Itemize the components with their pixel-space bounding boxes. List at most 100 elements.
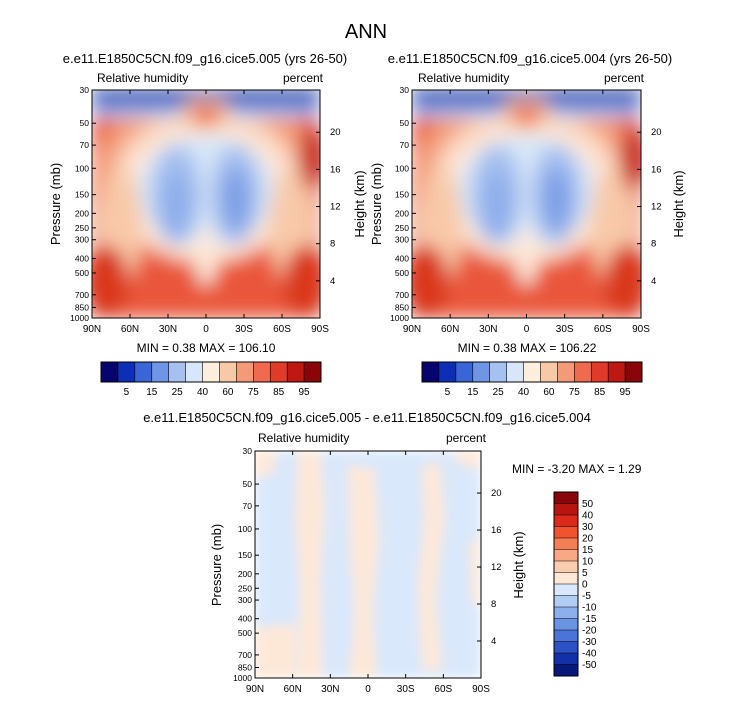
height-tick-label: 4 — [330, 276, 335, 287]
x-tick-label: 30S — [235, 324, 253, 335]
pressure-tick-label: 400 — [75, 253, 89, 263]
colorbar-label: 95 — [620, 387, 632, 398]
x-tick-label: 90N — [246, 684, 264, 695]
pressure-tick-label: 400 — [395, 253, 409, 263]
pressure-tick-label: 150 — [395, 190, 409, 200]
pressure-tick-label: 500 — [395, 268, 409, 278]
height-tick-label: 16 — [651, 164, 662, 175]
colorbar-swatch — [422, 362, 440, 382]
pressure-tick-label: 200 — [238, 569, 252, 579]
colorbar-swatch — [236, 362, 254, 382]
x-tick-label: 90S — [311, 324, 329, 335]
colorbar-frame — [553, 491, 579, 677]
colorbar-swatch — [168, 362, 186, 382]
height-tick-label: 12 — [330, 202, 341, 213]
colorbar-label: 40 — [197, 387, 209, 398]
pressure-tick-label: 100 — [238, 524, 252, 534]
x-tick-label: 30N — [159, 324, 177, 335]
colorbar-swatch — [219, 362, 237, 382]
colorbar-swatch — [554, 618, 578, 631]
height-tick-label: 12 — [651, 202, 662, 213]
panel-3-contour-field — [255, 451, 481, 678]
x-tick-label: 60N — [121, 324, 139, 335]
colorbar-swatch — [101, 362, 119, 382]
colorbar-label: 20 — [582, 534, 594, 545]
colorbar-swatch — [554, 572, 578, 585]
colorbar-swatch — [489, 362, 507, 382]
height-tick-label: 4 — [651, 276, 656, 287]
panel-2-units-label: percent — [604, 71, 645, 85]
x-tick-label: 30N — [321, 684, 339, 695]
panel-3: e.e11.E1850C5CN.f09_g16.cice5.005 - e.e1… — [143, 410, 642, 695]
panel-3-stats: MIN = -3.20 MAX = 1.29 — [512, 462, 642, 476]
colorbar-label: 60 — [222, 387, 234, 398]
colorbar-label: 75 — [248, 387, 260, 398]
pressure-tick-label: 70 — [80, 140, 90, 150]
pressure-tick-label: 700 — [238, 650, 252, 660]
colorbar-label: 60 — [543, 387, 555, 398]
colorbar-swatch — [472, 362, 490, 382]
panel-2-stats: MIN = 0.38 MAX = 106.22 — [458, 341, 597, 355]
pressure-tick-label: 850 — [75, 302, 89, 312]
colorbar-swatch — [287, 362, 305, 382]
pressure-tick-label: 100 — [395, 163, 409, 173]
panel-2-colorbar: 5 15 25 40 60 75 85 95 — [421, 361, 643, 398]
colorbar-swatch — [625, 362, 643, 382]
x-tick-label: 60S — [434, 684, 452, 695]
panel-1-stats: MIN = 0.38 MAX = 106.10 — [137, 341, 276, 355]
panel-2-title: e.e11.E1850C5CN.f09_g16.cice5.004 (yrs 2… — [388, 51, 673, 66]
pressure-tick-label: 200 — [75, 208, 89, 218]
x-tick-label: 0 — [203, 324, 209, 335]
pressure-tick-label: 300 — [395, 235, 409, 245]
panel-3-ylabel-right: Height (km) — [511, 531, 526, 598]
panel-1-colorbar: 5 15 25 40 60 75 85 95 — [100, 361, 322, 398]
colorbar-swatch — [304, 362, 322, 382]
height-tick-label: 8 — [651, 239, 656, 250]
colorbar-swatch — [506, 362, 524, 382]
colorbar-swatch — [554, 607, 578, 619]
colorbar-frame — [421, 361, 643, 383]
pressure-tick-label: 70 — [243, 501, 253, 511]
x-tick-label: 60N — [283, 684, 301, 695]
panel-3-title: e.e11.E1850C5CN.f09_g16.cice5.005 - e.e1… — [143, 410, 591, 425]
colorbar-label: 15 — [582, 545, 594, 556]
colorbar-swatch — [523, 362, 541, 382]
x-tick-label: 30N — [479, 324, 497, 335]
colorbar-swatch — [554, 595, 578, 608]
colorbar-swatch — [554, 653, 578, 665]
height-tick-label: 12 — [491, 562, 502, 573]
colorbar-label: 30 — [582, 522, 594, 533]
pressure-tick-label: 250 — [238, 583, 252, 593]
colorbar-swatch — [554, 538, 578, 550]
colorbar-swatch — [554, 561, 578, 573]
pressure-tick-label: 1000 — [390, 313, 409, 323]
height-tick-label: 16 — [330, 164, 341, 175]
colorbar-swatch — [554, 584, 578, 596]
colorbar-swatch — [202, 362, 220, 382]
panel-3-variable-label: Relative humidity — [258, 431, 349, 445]
panel-1-title: e.e11.E1850C5CN.f09_g16.cice5.005 (yrs 2… — [63, 51, 348, 66]
pressure-tick-label: 200 — [395, 208, 409, 218]
colorbar-swatch — [554, 492, 578, 504]
colorbar-swatch — [117, 362, 136, 382]
height-tick-label: 20 — [491, 488, 502, 499]
colorbar-swatch — [151, 362, 169, 382]
colorbar-swatch — [540, 362, 558, 382]
colorbar-label: -20 — [582, 626, 597, 637]
panel-2-ylabel-right: Height (km) — [671, 170, 686, 237]
colorbar-label: 10 — [582, 557, 594, 568]
x-tick-label: 90S — [472, 684, 490, 695]
x-tick-label: 30S — [556, 324, 574, 335]
pressure-tick-label: 30 — [243, 446, 253, 456]
pressure-tick-label: 50 — [80, 118, 90, 128]
colorbar-label: 40 — [518, 387, 530, 398]
panel-2-variable-label: Relative humidity — [418, 71, 509, 85]
colorbar-label: -5 — [582, 591, 591, 602]
colorbar-label: -30 — [582, 637, 597, 648]
colorbar-swatch — [455, 362, 474, 382]
colorbar-swatch — [554, 515, 578, 527]
panel-1-units-label: percent — [283, 71, 324, 85]
colorbar-label: 5 — [124, 387, 130, 398]
colorbar-swatch — [438, 362, 457, 382]
